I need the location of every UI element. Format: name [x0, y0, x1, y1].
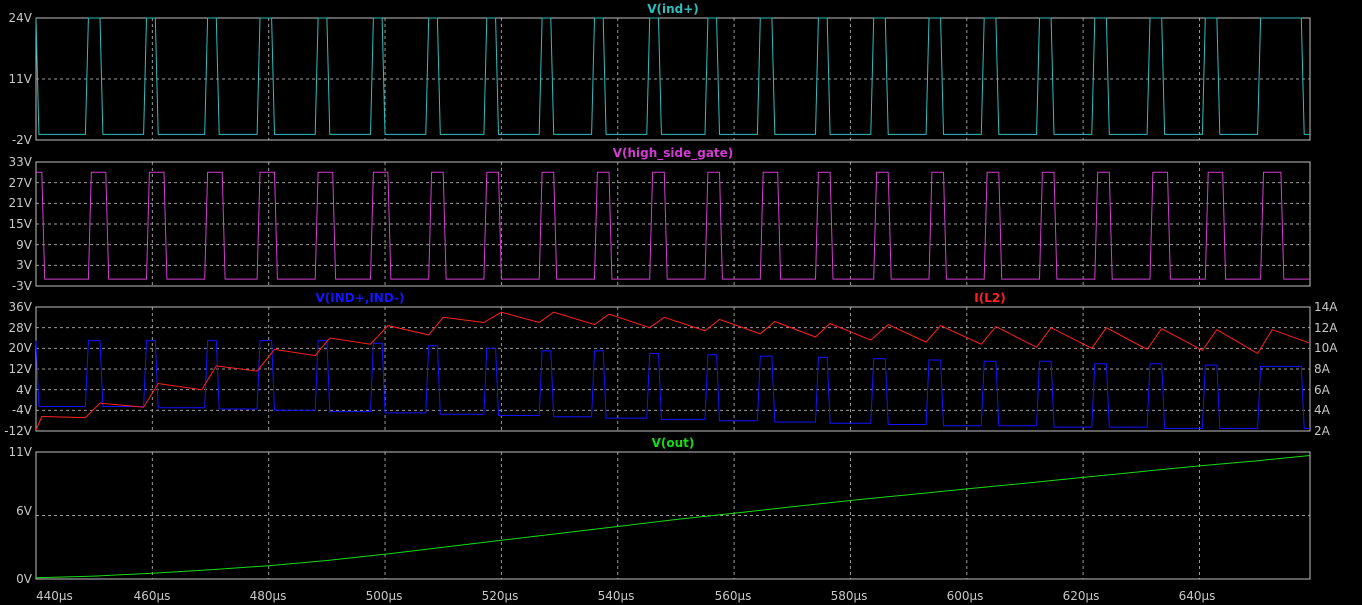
x-tick: 480µs [250, 589, 287, 603]
pane-vout-ytick: 0V [16, 572, 33, 586]
trace-high-side-gate[interactable] [36, 171, 1310, 280]
pane-ind-diff-ytick: -12V [4, 424, 33, 438]
x-tick: 540µs [598, 589, 635, 603]
trace-vout[interactable] [35, 455, 1311, 579]
x-tick: 620µs [1063, 589, 1100, 603]
pane-il2-y2tick: 6A [1314, 383, 1331, 397]
pane-ind-plus-frame [35, 17, 1311, 141]
pane-high-side-gate-ytick: 9V [16, 238, 33, 252]
pane-high-side-gate-ytick: 21V [9, 196, 33, 210]
pane-il2-y2tick: 2A [1314, 424, 1331, 438]
pane-high-side-gate-ytick: 15V [9, 217, 33, 231]
pane-vout-frame [35, 451, 1311, 580]
pane-ind-plus-ytick: 24V [9, 11, 33, 25]
pane-ind-plus-title[interactable]: V(ind+) [647, 2, 699, 16]
pane-high-side-gate[interactable]: V(high_side_gate) 33V 27V 21V 15V 9V 3V … [9, 146, 1311, 293]
pane-ind-plus[interactable]: V(ind+) 24V 11V -2V [9, 2, 1311, 147]
pane-ind-diff-ytick: 28V [9, 321, 33, 335]
x-tick: 440µs [36, 589, 73, 603]
pane-ind-diff-title[interactable]: V(IND+,IND-) [315, 291, 404, 305]
pane-vout-ytick: 6V [16, 504, 33, 518]
pane-il2-title[interactable]: I(L2) [974, 291, 1005, 305]
pane-high-side-gate-grid [36, 162, 1310, 286]
x-tick: 580µs [831, 589, 868, 603]
pane-vout-grid [36, 452, 1310, 579]
pane-high-side-gate-ytick: 33V [9, 155, 33, 169]
pane-ind-diff-ytick: 36V [9, 300, 33, 314]
pane-high-side-gate-ytick: -3V [12, 279, 33, 293]
pane-ind-plus-grid [36, 18, 1310, 140]
pane-ind-diff[interactable]: V(IND+,IND-) I(L2) 36V 28V 20V 12V 4V -4… [4, 291, 1338, 438]
x-tick: 520µs [482, 589, 519, 603]
trace-ind-diff[interactable] [35, 340, 1310, 429]
trace-ind-plus[interactable] [35, 17, 1310, 135]
pane-high-side-gate-title[interactable]: V(high_side_gate) [613, 146, 734, 161]
pane-ind-diff-frame [35, 306, 1311, 432]
pane-ind-diff-ytick: 4V [16, 383, 33, 397]
x-tick: 500µs [366, 589, 403, 603]
pane-high-side-gate-frame [35, 161, 1311, 287]
pane-ind-diff-ytick: 12V [9, 362, 33, 376]
x-tick: 640µs [1179, 589, 1216, 603]
x-tick: 600µs [947, 589, 984, 603]
pane-vout-title[interactable]: V(out) [652, 436, 695, 450]
pane-il2-y2tick: 14A [1314, 300, 1338, 314]
pane-il2-y2tick: 10A [1314, 341, 1338, 355]
pane-ind-plus-ytick: 11V [9, 72, 33, 86]
pane-vout-ytick: 11V [9, 445, 33, 459]
pane-ind-diff-ytick: -4V [12, 403, 33, 417]
pane-il2-y2tick: 12A [1314, 321, 1338, 335]
trace-il2[interactable] [35, 311, 1311, 431]
pane-ind-diff-ytick: 20V [9, 341, 33, 355]
x-tick: 560µs [715, 589, 752, 603]
pane-high-side-gate-ytick: 3V [16, 258, 33, 272]
pane-il2-y2tick: 4A [1314, 403, 1331, 417]
x-axis-ticks: 440µs 460µs 480µs 500µs 520µs 540µs 560µ… [36, 589, 1215, 603]
pane-ind-diff-grid [36, 307, 1310, 431]
pane-ind-plus-ytick: -2V [12, 133, 33, 147]
pane-high-side-gate-ytick: 27V [9, 176, 33, 190]
pane-il2-y2tick: 8A [1314, 362, 1331, 376]
pane-vout[interactable]: V(out) 11V 6V 0V [9, 436, 1311, 586]
x-tick: 460µs [134, 589, 171, 603]
